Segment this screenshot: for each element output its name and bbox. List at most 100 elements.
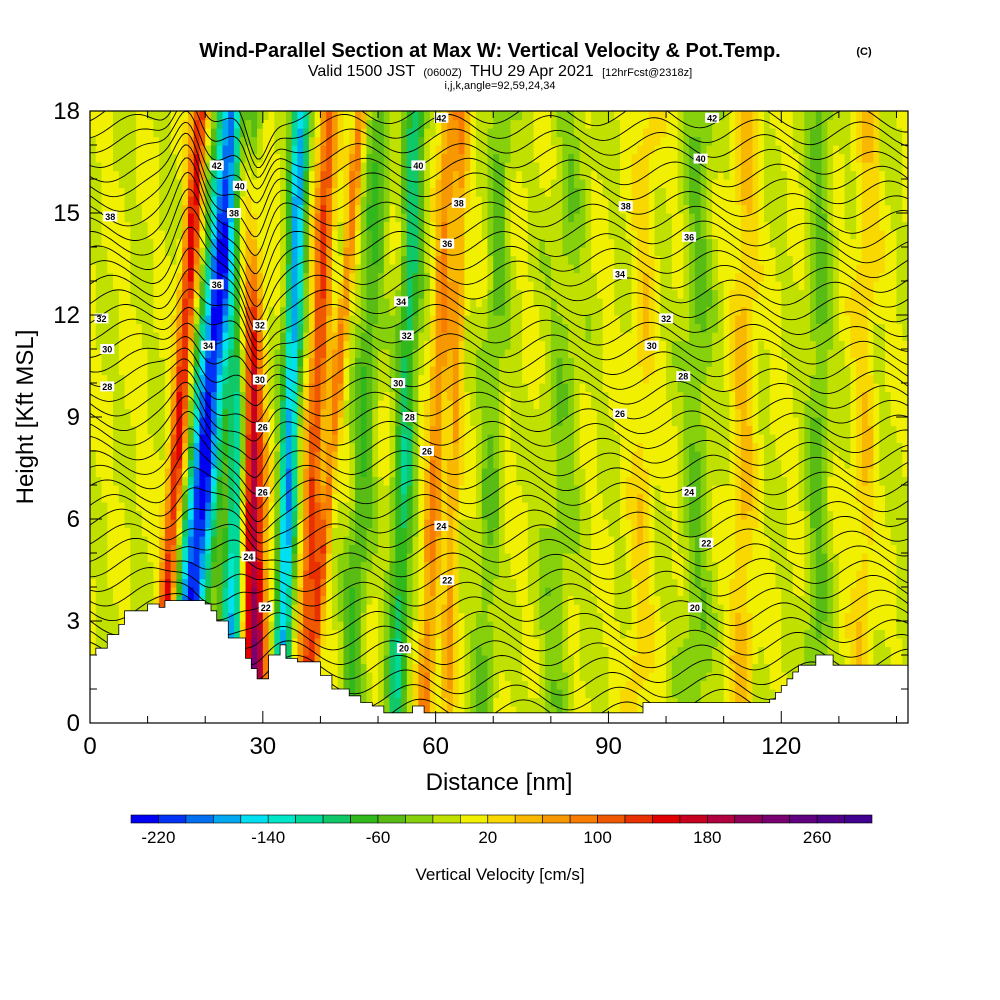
velocity-cell <box>815 612 823 622</box>
velocity-cell <box>481 536 489 546</box>
velocity-cell <box>90 621 97 631</box>
velocity-cell <box>343 595 350 605</box>
velocity-cell <box>717 646 725 656</box>
velocity-cell <box>118 485 126 495</box>
velocity-cell <box>683 587 690 597</box>
velocity-cell <box>896 655 903 665</box>
velocity-cell <box>182 459 189 469</box>
velocity-cell <box>170 451 178 461</box>
velocity-cell <box>625 621 633 631</box>
velocity-cell <box>412 536 419 546</box>
velocity-cell <box>499 485 506 495</box>
velocity-cell <box>631 595 638 605</box>
velocity-cell <box>781 502 788 512</box>
velocity-cell <box>343 451 350 461</box>
velocity-cell <box>769 663 777 673</box>
velocity-cell <box>585 468 592 478</box>
velocity-cell <box>763 553 771 563</box>
velocity-cell <box>441 570 448 580</box>
velocity-cell <box>447 680 454 690</box>
velocity-cell <box>136 587 143 597</box>
velocity-cell <box>666 510 673 520</box>
velocity-cell <box>193 587 201 597</box>
velocity-cell <box>746 493 754 503</box>
velocity-cell <box>331 476 339 486</box>
velocity-cell <box>228 527 235 537</box>
velocity-cell <box>268 570 275 580</box>
velocity-cell <box>389 697 396 707</box>
velocity-cell <box>516 536 523 546</box>
velocity-cell <box>378 544 385 554</box>
velocity-cell <box>164 553 172 563</box>
velocity-cell <box>689 553 696 563</box>
velocity-cell <box>470 425 477 435</box>
velocity-cell <box>654 519 661 529</box>
velocity-cell <box>205 561 212 571</box>
velocity-cell <box>568 706 575 716</box>
velocity-cell <box>360 493 368 503</box>
velocity-cell <box>769 578 777 588</box>
velocity-cell <box>360 578 368 588</box>
velocity-cell <box>291 587 298 597</box>
velocity-cell <box>902 485 908 495</box>
velocity-cell <box>856 468 863 478</box>
velocity-cell <box>522 459 529 469</box>
velocity-cell <box>481 519 489 529</box>
velocity-cell <box>124 476 131 486</box>
velocity-cell <box>585 646 592 656</box>
velocity-cell <box>464 646 471 656</box>
velocity-cell <box>464 459 471 469</box>
velocity-cell <box>591 672 598 682</box>
velocity-cell <box>735 604 742 614</box>
velocity-cell <box>303 595 310 605</box>
velocity-cell <box>867 570 875 580</box>
velocity-cell <box>654 451 661 461</box>
velocity-cell <box>792 553 800 563</box>
velocity-cell <box>418 697 425 707</box>
velocity-cell <box>522 587 529 597</box>
velocity-cell <box>101 476 108 486</box>
velocity-cell <box>619 451 627 461</box>
velocity-cell <box>383 646 391 656</box>
velocity-cell <box>712 578 719 588</box>
velocity-cell <box>654 425 661 435</box>
velocity-cell <box>331 561 339 571</box>
velocity-cell <box>118 451 126 461</box>
velocity-cell <box>827 527 834 537</box>
velocity-cell <box>499 553 506 563</box>
velocity-cell <box>775 587 782 597</box>
velocity-cell <box>516 485 523 495</box>
velocity-cell <box>470 663 477 673</box>
velocity-cell <box>447 510 454 520</box>
velocity-cell <box>234 553 241 563</box>
velocity-cell <box>228 612 235 622</box>
velocity-cell <box>712 680 719 690</box>
velocity-cell <box>383 544 391 554</box>
velocity-cell <box>850 459 857 469</box>
velocity-cell <box>499 451 506 461</box>
velocity-cell <box>199 510 206 520</box>
velocity-cell <box>723 442 731 452</box>
velocity-cell <box>360 519 368 529</box>
velocity-cell <box>735 553 742 563</box>
velocity-cell <box>643 527 650 537</box>
velocity-cell <box>706 442 713 452</box>
velocity-cell <box>147 468 154 478</box>
velocity-cell <box>257 527 264 537</box>
velocity-cell <box>619 655 627 665</box>
velocity-cell <box>401 612 408 622</box>
velocity-cell <box>452 595 460 605</box>
velocity-cell <box>280 536 287 546</box>
velocity-cell <box>861 493 869 503</box>
velocity-cell <box>562 544 569 554</box>
velocity-cell <box>378 578 385 588</box>
velocity-cell <box>458 587 466 597</box>
velocity-cell <box>228 587 235 597</box>
velocity-cell <box>320 604 327 614</box>
velocity-cell <box>360 468 368 478</box>
velocity-cell <box>556 697 563 707</box>
velocity-cell <box>815 451 823 461</box>
velocity-cell <box>677 544 684 554</box>
velocity-cell <box>354 544 362 554</box>
velocity-cell <box>113 561 120 571</box>
